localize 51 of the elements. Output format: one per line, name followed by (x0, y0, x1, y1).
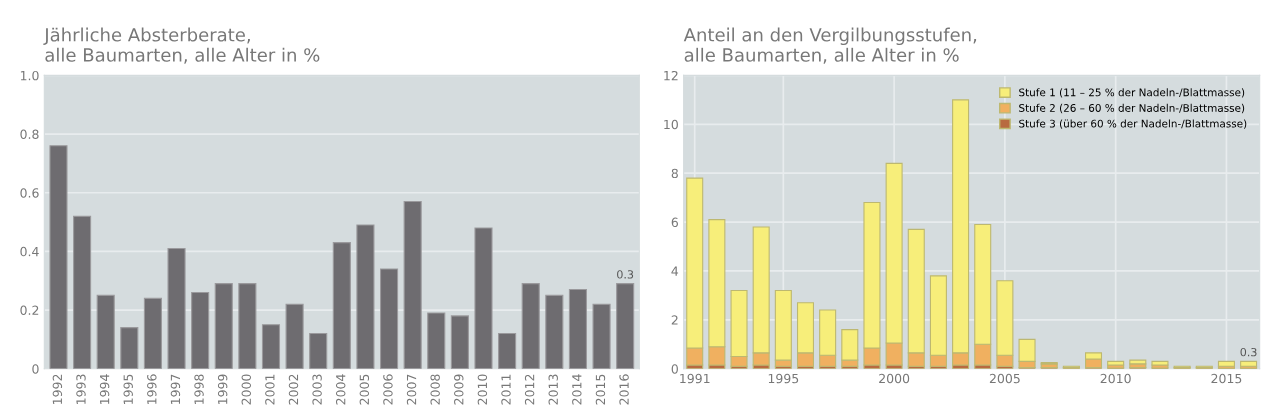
y-tick-label: 0.4 (20, 246, 39, 257)
x-tick-label: 2008 (430, 374, 440, 405)
x-tick-label: 1992 (52, 374, 63, 405)
chart-title: Anteil an den Vergilbungsstufen, alle Baumarten, alle Alter in % (683, 27, 977, 64)
x-tick-label: 2010 (1100, 373, 1131, 384)
y-tick-label: 0.6 (20, 188, 39, 198)
y-tick-label: 8 (671, 168, 678, 179)
y-tick-label: 0.2 (20, 305, 39, 315)
x-tick-label: 2011 (501, 374, 511, 405)
x-tick-label: 2002 (288, 374, 299, 405)
legend-label: Stufe 1 (11 – 25 % der Nadeln-/Blattmasse) (1019, 88, 1245, 98)
x-tick-label: 1999 (217, 374, 228, 405)
y-tick-label: 4 (671, 266, 679, 276)
y-tick-label: 12 (664, 70, 678, 81)
x-tick-label: 2014 (572, 374, 582, 405)
y-tick-label: 10 (664, 119, 678, 130)
y-tick-label: 0 (32, 364, 39, 374)
x-tick-label: 2012 (524, 374, 535, 405)
x-tick-label: 2015 (1211, 373, 1242, 384)
x-tick-label: 1991 (680, 373, 710, 384)
x-tick-label: 1997 (170, 374, 181, 405)
x-tick-label: 1993 (76, 374, 86, 405)
y-tick-label: 0 (671, 364, 678, 374)
x-tick-label: 1994 (99, 374, 110, 405)
x-tick-label: 1998 (194, 374, 204, 405)
x-tick-label: 2009 (454, 374, 464, 405)
x-tick-label: 2001 (265, 374, 275, 405)
x-tick-label: 1995 (768, 373, 799, 384)
x-tick-label: 1996 (147, 374, 157, 405)
x-tick-label: 2015 (595, 374, 606, 405)
x-tick-label: 2010 (477, 374, 488, 405)
y-tick-label: 6 (671, 217, 678, 227)
y-tick-label: 1.0 (20, 70, 39, 81)
legend-label: Stufe 2 (26 – 60 % der Nadeln-/Blattmasse) (1019, 103, 1245, 114)
y-tick-label: 0.8 (20, 129, 39, 140)
x-tick-label: 2003 (312, 374, 322, 405)
text: 0.3 (1240, 347, 1257, 357)
x-tick-label: 2005 (989, 373, 1020, 384)
x-tick-label: 2006 (383, 374, 393, 405)
x-tick-label: 1995 (123, 374, 133, 405)
y-tick-label: 2 (671, 315, 678, 325)
x-tick-label: 2000 (241, 374, 251, 405)
x-tick-label: 2016 (619, 374, 629, 405)
x-tick-label: 2000 (879, 373, 910, 384)
legend-label: Stufe 3 (über 60 % der Nadeln-/Blattmasse) (1019, 119, 1247, 129)
data-label: 0.3 (617, 270, 634, 279)
x-tick-label: 2007 (406, 374, 417, 405)
x-tick-label: 2013 (548, 374, 558, 405)
chart-title: Jährliche Absterberate, alle Baumarten, alle Alter in % (43, 27, 320, 64)
x-tick-label: 2004 (335, 374, 346, 405)
x-tick-label: 2005 (359, 374, 370, 405)
